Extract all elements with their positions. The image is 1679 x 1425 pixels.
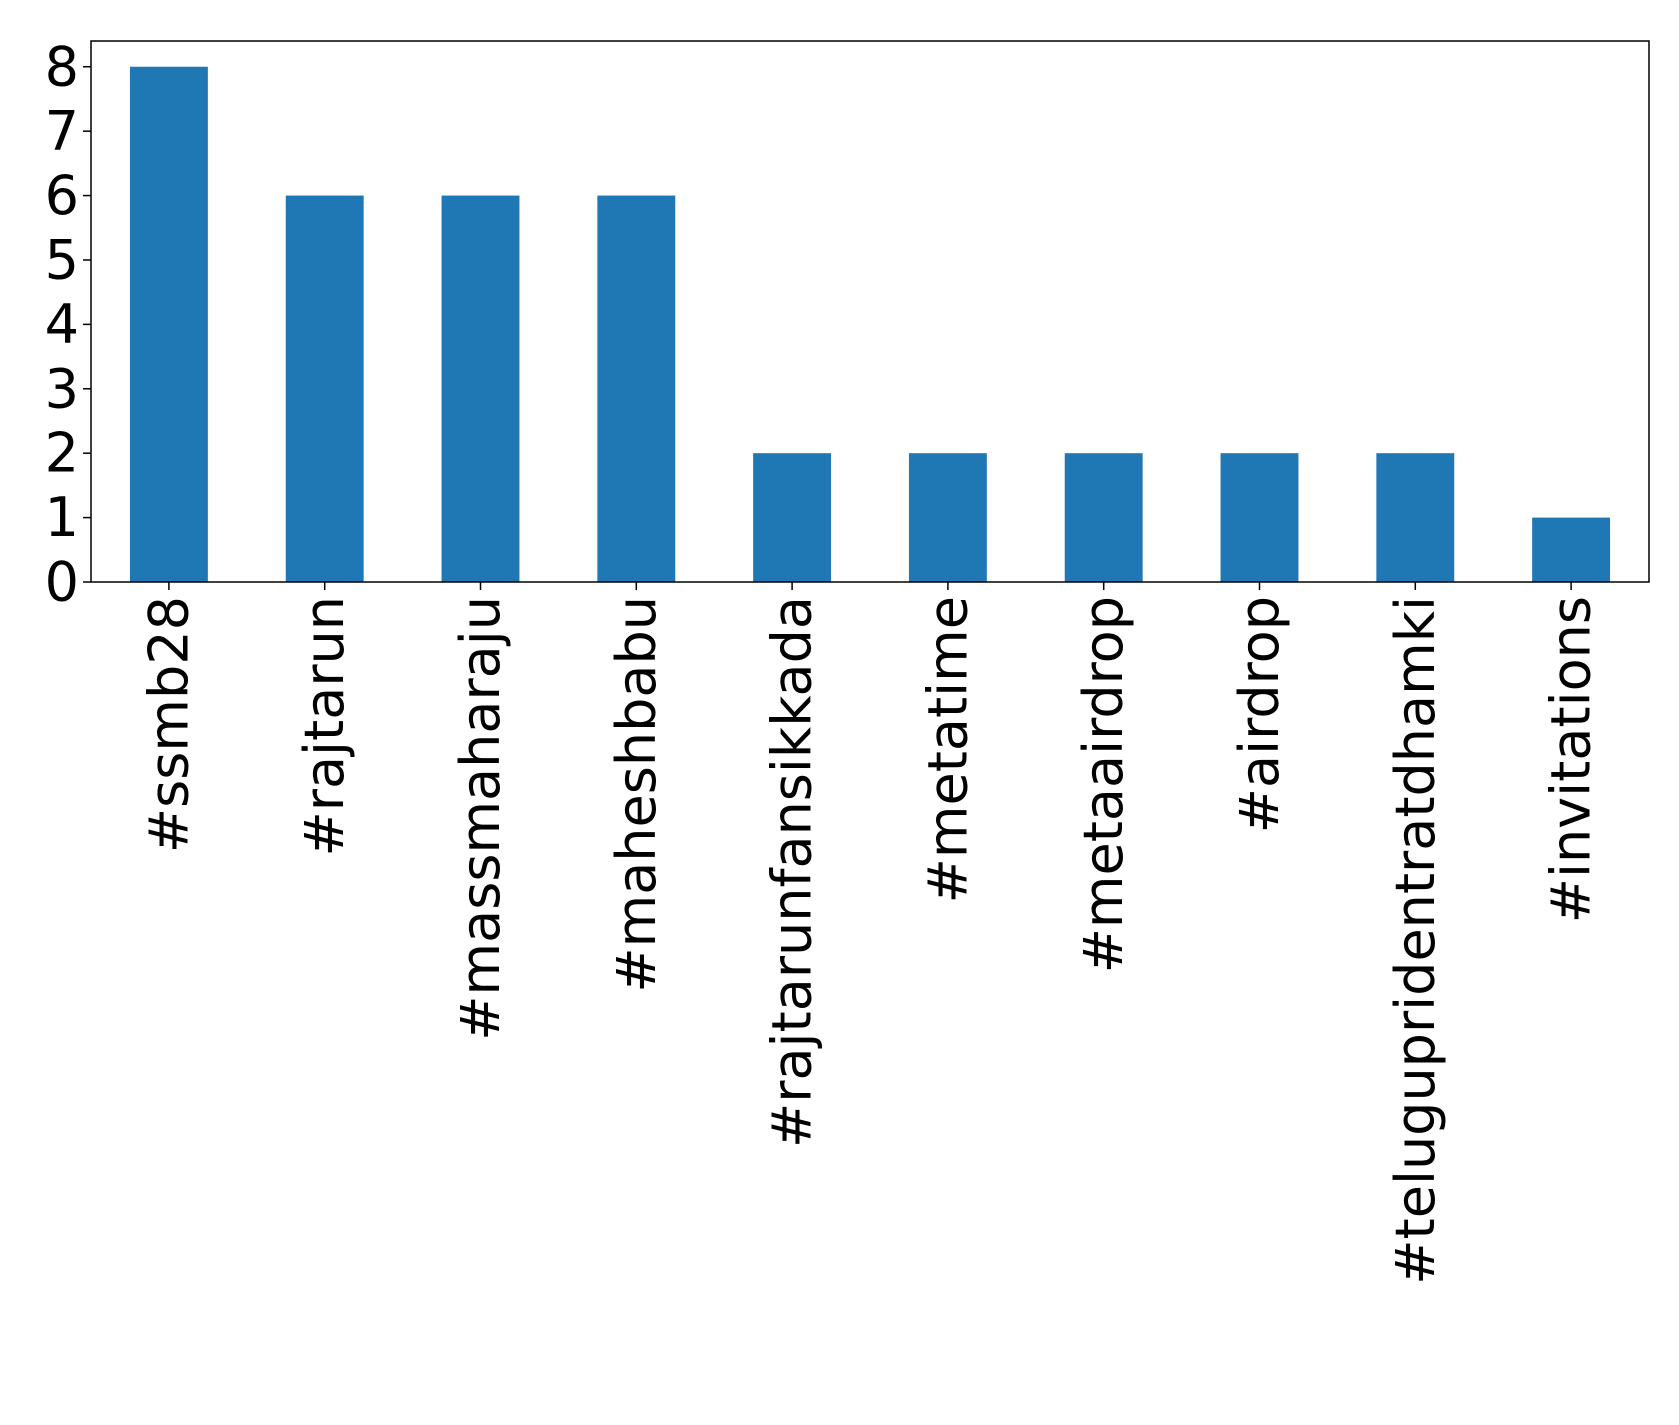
y-tick-label: 6 (45, 164, 79, 227)
y-tick-label: 4 (45, 293, 79, 356)
y-tick-label: 5 (45, 228, 79, 291)
bars-layer (129, 66, 1611, 583)
x-tick-label: #telugupridentratdhamki (1384, 596, 1447, 1285)
x-tick-label: #rajtarunfansikkada (761, 596, 824, 1148)
x-tick-label: #metatime (916, 596, 979, 903)
x-axis: #ssmb28 #rajtarun #massmaharaju #maheshbabu… (137, 582, 1603, 1285)
bar-metatime (908, 453, 987, 582)
bar-metaairdrop (1064, 453, 1143, 582)
y-tick-label: 3 (45, 357, 79, 420)
x-tick-label: #airdrop (1228, 596, 1291, 833)
y-tick-label: 8 (45, 35, 79, 98)
bar-telugupridentratdhamki (1376, 453, 1455, 582)
bar-rajtarunfansikkada (753, 453, 832, 582)
plot-frame (90, 40, 1650, 583)
bar-massmaharaju (441, 195, 520, 583)
bar-airdrop (1220, 453, 1299, 582)
x-tick-label: #metaairdrop (1072, 596, 1135, 973)
x-tick-label: #ssmb28 (137, 596, 200, 853)
x-tick-label: #invitations (1540, 596, 1603, 923)
y-tick-label: 1 (45, 486, 79, 549)
bar-rajtarun (285, 195, 364, 583)
x-tick-label: #massmaharaju (449, 596, 512, 1041)
bar-ssmb28 (129, 66, 208, 582)
y-tick-label: 0 (45, 551, 79, 614)
bar-maheshbabu (597, 195, 676, 583)
y-tick-label: 7 (45, 100, 79, 163)
bar-invitations (1532, 517, 1611, 582)
x-tick-label: #maheshbabu (605, 596, 668, 993)
x-tick-label: #rajtarun (293, 596, 356, 856)
y-tick-label: 2 (45, 422, 79, 485)
